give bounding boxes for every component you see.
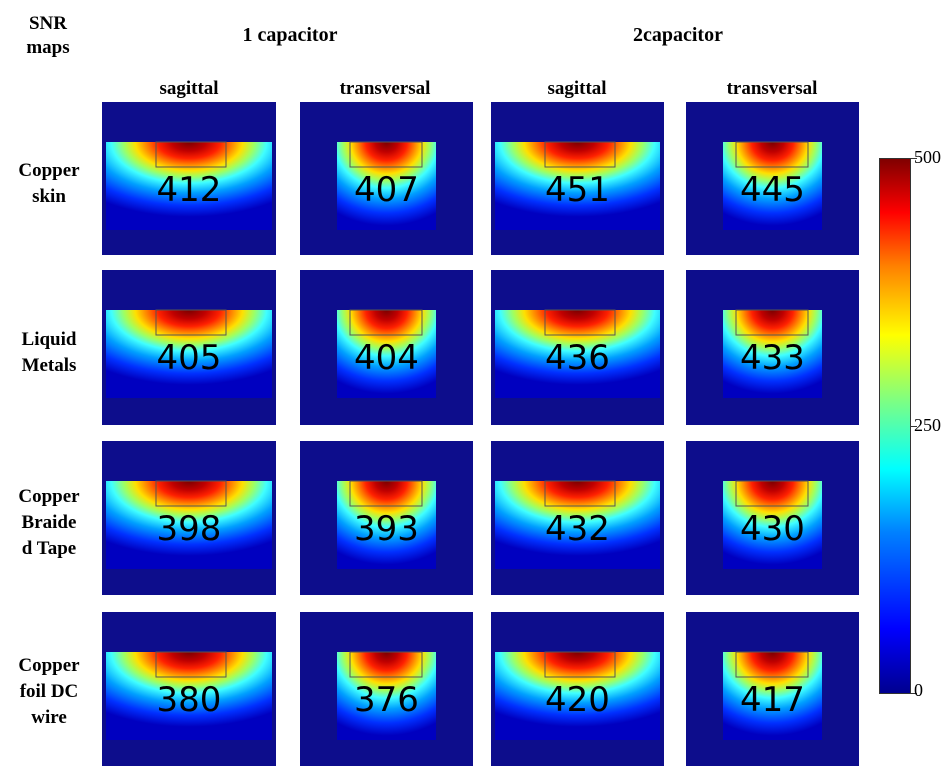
snr-value-label: 433 (740, 338, 805, 378)
group-header-1-capacitor: 1 capacitor (242, 24, 338, 46)
coil-outline (349, 141, 423, 168)
snr-field-map (106, 651, 272, 740)
snr-map-panel: 451 (491, 102, 664, 255)
snr-value-label: 404 (354, 338, 419, 378)
snr-value-label: 430 (740, 509, 805, 549)
corner-label: SNR maps (26, 13, 70, 58)
coil-outline (735, 651, 809, 678)
snr-field (337, 652, 436, 740)
snr-value-label: 417 (740, 680, 805, 720)
colorbar-tick-label: 500 (914, 147, 941, 167)
coil-outline (544, 309, 616, 336)
snr-field (106, 310, 272, 398)
snr-map-panel: 398 (102, 441, 276, 595)
colorbar-tick-label: 250 (914, 415, 941, 435)
group-header-2-capacitor: 2capacitor (633, 24, 723, 46)
snr-field-map (337, 141, 436, 230)
row-label: Copper foil DC wire (18, 655, 80, 728)
snr-value-label: 432 (545, 509, 610, 549)
snr-map-panel: 407 (300, 102, 473, 255)
snr-field (106, 481, 272, 569)
snr-field-map (723, 141, 822, 230)
snr-value-label: 393 (354, 509, 419, 549)
snr-value-label: 436 (545, 338, 610, 378)
snr-field (495, 142, 660, 230)
snr-map-panel: 420 (491, 612, 664, 766)
snr-field (723, 481, 822, 569)
view-header: sagittal (547, 78, 607, 99)
snr-value-label: 405 (156, 338, 222, 378)
snr-field-map (495, 309, 660, 398)
coil-outline (349, 480, 423, 507)
colorbar-tick-label: 0 (914, 680, 923, 700)
snr-field (337, 310, 436, 398)
snr-field-map (106, 309, 272, 398)
row-label: Copper Braide d Tape (18, 486, 80, 559)
snr-field-map (495, 141, 660, 230)
snr-field (337, 481, 436, 569)
colorbar-tick (911, 426, 917, 427)
snr-map-panel: 433 (686, 270, 859, 425)
snr-field (106, 652, 272, 740)
row-label: Liquid Metals (21, 329, 77, 376)
snr-field-map (106, 480, 272, 569)
coil-outline (349, 309, 423, 336)
snr-field (495, 481, 660, 569)
snr-field-map (723, 309, 822, 398)
coil-outline (544, 480, 616, 507)
snr-map-panel: 405 (102, 270, 276, 425)
snr-map-panel: 412 (102, 102, 276, 255)
snr-field (337, 142, 436, 230)
colorbar-tick (911, 693, 917, 694)
snr-map-panel: 436 (491, 270, 664, 425)
coil-outline (735, 480, 809, 507)
snr-field (495, 652, 660, 740)
row-label: Copper skin (18, 160, 80, 207)
snr-value-label: 445 (740, 170, 805, 210)
snr-field (723, 652, 822, 740)
snr-value-label: 398 (156, 509, 222, 549)
snr-field (723, 142, 822, 230)
snr-value-label: 407 (354, 170, 419, 210)
snr-field-map (106, 141, 272, 230)
snr-map-panel: 445 (686, 102, 859, 255)
coil-outline (544, 651, 616, 678)
snr-value-label: 380 (156, 680, 222, 720)
view-header: transversal (339, 78, 431, 99)
snr-field-map (723, 480, 822, 569)
coil-outline (544, 141, 616, 168)
snr-map-panel: 393 (300, 441, 473, 595)
coil-outline (155, 651, 227, 678)
view-header: transversal (726, 78, 818, 99)
coil-outline (155, 309, 227, 336)
coil-outline (735, 309, 809, 336)
snr-map-panel: 432 (491, 441, 664, 595)
view-header: sagittal (159, 78, 219, 99)
colorbar-tick (911, 158, 917, 159)
snr-map-panel: 417 (686, 612, 859, 766)
snr-field-map (337, 651, 436, 740)
snr-field (495, 310, 660, 398)
snr-value-label: 451 (545, 170, 610, 210)
snr-field-map (723, 651, 822, 740)
snr-field-map (495, 651, 660, 740)
snr-map-panel: 376 (300, 612, 473, 766)
snr-value-label: 420 (545, 680, 610, 720)
snr-field (723, 310, 822, 398)
snr-field-map (337, 480, 436, 569)
snr-map-panel: 404 (300, 270, 473, 425)
snr-value-label: 412 (156, 170, 222, 210)
coil-outline (735, 141, 809, 168)
snr-field-map (495, 480, 660, 569)
snr-value-label: 376 (354, 680, 419, 720)
snr-map-panel: 430 (686, 441, 859, 595)
coil-outline (155, 141, 227, 168)
colorbar (879, 158, 911, 694)
snr-field (106, 142, 272, 230)
snr-map-panel: 380 (102, 612, 276, 766)
coil-outline (155, 480, 227, 507)
snr-field-map (337, 309, 436, 398)
coil-outline (349, 651, 423, 678)
